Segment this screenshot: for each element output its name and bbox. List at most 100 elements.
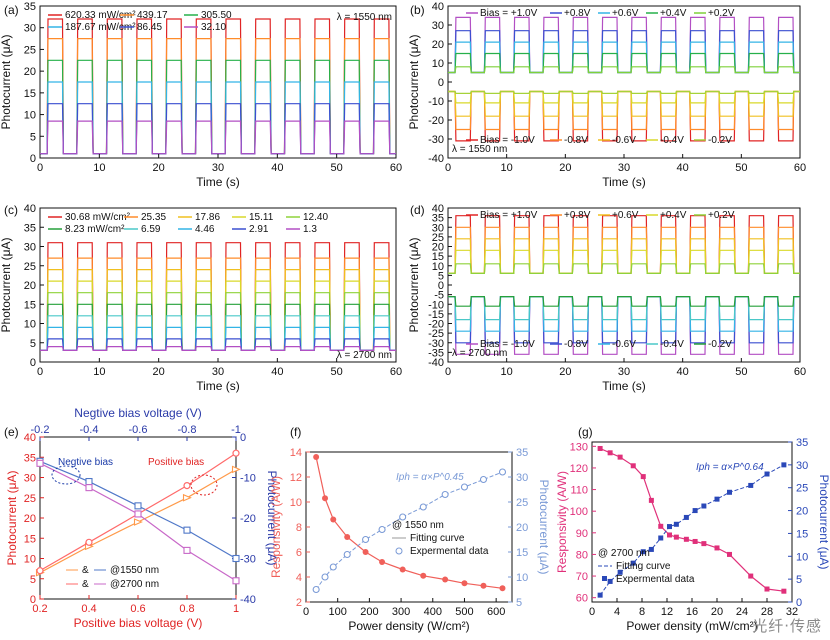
y-tick-label: 0 xyxy=(30,357,36,369)
x-tick-label: 30 xyxy=(212,366,224,378)
y2-tick-label: -40 xyxy=(240,594,256,606)
y-tick-label: 40 xyxy=(432,1,444,13)
annotation-negative-bias: Negtive bias xyxy=(58,457,113,468)
y2-axis-label: Photocurrent (μA) xyxy=(265,471,279,566)
legend-label: Expermental data xyxy=(616,574,695,585)
y-tick-label: 30 xyxy=(24,242,36,254)
y-tick-label: 10 xyxy=(432,261,444,273)
data-point xyxy=(498,468,507,476)
legend-label: Bias = +1.0V xyxy=(480,8,538,19)
data-point xyxy=(183,546,191,554)
x2-tick-label: -0.8 xyxy=(178,424,197,436)
x-axis-label: Time (s) xyxy=(602,379,646,393)
legend-label: +0.4V xyxy=(660,8,687,19)
x2-tick-label: -0.2 xyxy=(31,424,50,436)
y-tick-label: 25 xyxy=(24,261,36,273)
y-tick-label: 14 xyxy=(290,447,302,459)
y-tick-label: 70 xyxy=(576,571,588,583)
x-tick-label: 30 xyxy=(618,162,630,174)
y-tick-label: 10 xyxy=(432,58,444,70)
legend-label: @1550 nm xyxy=(110,565,159,576)
data-point xyxy=(232,449,240,457)
y2-tick-label: 35 xyxy=(796,437,808,449)
x-tick-label: 100 xyxy=(329,606,347,618)
watermark: 光纤·传感 xyxy=(752,617,822,635)
panel-a: 0 10 20 30 40 50 60 0 5 10 15 20 25 30 35 Time (s) Photo… xyxy=(0,1,402,189)
y2-tick-label: 15 xyxy=(796,528,808,540)
x-tick-label: 32 xyxy=(786,606,798,618)
y-tick-label: 8 xyxy=(296,522,302,534)
legend-label: Bias = -1.0V xyxy=(480,135,535,146)
y-tick-label: 30 xyxy=(432,20,444,32)
data-point xyxy=(683,514,689,520)
data-point xyxy=(714,545,720,551)
data-point xyxy=(617,454,623,460)
x-tick-label: 0.8 xyxy=(179,603,194,615)
panel-d: 0 10 20 30 40 50 60-40-35-30-25-20-15-10-50510… xyxy=(407,203,806,393)
x-tick-label: 30 xyxy=(618,366,630,378)
y-tick-label: 30 xyxy=(432,222,444,234)
y-tick-label: 15 xyxy=(24,88,36,100)
legend-label: 305.50 xyxy=(201,10,232,21)
legend-label: 30.68 mW/cm² xyxy=(65,212,131,223)
data-point xyxy=(667,532,672,538)
x-tick-label: 12 xyxy=(661,606,673,618)
data-point xyxy=(781,588,787,594)
x-axis-label: Time (s) xyxy=(196,379,240,393)
y2-tick-label: 10 xyxy=(796,551,808,563)
wavelength-annotation: @ 1550 nm xyxy=(392,520,444,531)
data-point xyxy=(748,482,754,488)
y-tick-label: 25 xyxy=(24,44,36,56)
wavelength-annotation: λ = 2700 nm xyxy=(337,350,392,361)
y-tick-label: 60 xyxy=(576,593,588,605)
legend-label: -0.8V xyxy=(564,135,588,146)
data-point xyxy=(330,516,337,523)
data-point xyxy=(673,534,679,540)
y-tick-label: 120 xyxy=(570,463,588,475)
x-tick-label: 20 xyxy=(153,366,165,378)
legend-label: 620.33 mW/cm² xyxy=(65,10,136,21)
data-point xyxy=(183,482,191,490)
x-tick-label: 40 xyxy=(677,366,689,378)
data-point xyxy=(85,484,93,492)
legend-label: 1.3 xyxy=(303,224,317,235)
legend-label: +0.2V xyxy=(708,210,735,221)
y-tick-label: -10 xyxy=(428,96,444,108)
legend-label: & xyxy=(82,565,89,576)
legend-label: +0.6V xyxy=(612,8,639,19)
x-axis-label: Time (s) xyxy=(196,175,240,189)
y-tick-label: 100 xyxy=(570,506,588,518)
x2-tick-label: -0.6 xyxy=(129,424,148,436)
y-tick-label: 20 xyxy=(24,66,36,78)
y-tick-label: 30 xyxy=(24,23,36,35)
y-tick-label: 20 xyxy=(24,280,36,292)
wavelength-annotation: @ 2700 nm xyxy=(598,548,650,559)
data-point xyxy=(648,497,654,503)
data-point xyxy=(182,493,192,502)
data-point xyxy=(607,450,613,456)
y-tick-label: -35 xyxy=(428,347,444,359)
x2-tick-label: -0.4 xyxy=(80,424,99,436)
y-tick-label: -5 xyxy=(434,290,444,302)
x-tick-label: 28 xyxy=(761,606,773,618)
fitting-curve xyxy=(599,464,785,596)
data-point xyxy=(714,496,720,502)
data-point xyxy=(362,535,370,544)
data-point xyxy=(692,538,698,544)
fit-equation: Iph = α×P^0.45 xyxy=(396,472,464,483)
x-tick-label: 50 xyxy=(735,162,747,174)
x2-axis-label: Negtive bias voltage (V) xyxy=(74,406,201,420)
y-tick-label: 5 xyxy=(30,338,36,350)
panel-f: 0 100 200 300 400 500 600 2 4 6 8 10 12 14 5 10 15 20 25 30… xyxy=(269,447,551,633)
y-tick-label: 110 xyxy=(570,485,588,497)
data-point xyxy=(134,502,142,510)
legend-label: 12.40 xyxy=(303,212,328,223)
x-tick-label: 50 xyxy=(331,366,343,378)
data-point xyxy=(658,523,664,529)
y2-axis-label: Photocurrent (μA) xyxy=(817,475,830,570)
legend-label: 2.91 xyxy=(249,224,269,235)
x-tick-label: 60 xyxy=(794,366,806,378)
panel-label: (d) xyxy=(410,203,425,217)
y-tick-label: -20 xyxy=(428,115,444,127)
